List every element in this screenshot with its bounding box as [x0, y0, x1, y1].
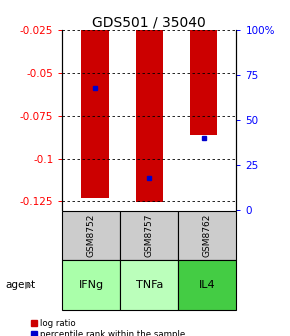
- Bar: [62, 260, 120, 310]
- Bar: [178, 211, 236, 260]
- Bar: [136, 30, 163, 202]
- Text: ▶: ▶: [25, 280, 32, 290]
- Text: GSM8752: GSM8752: [87, 214, 96, 257]
- Text: GSM8757: GSM8757: [145, 214, 154, 257]
- Text: IL4: IL4: [199, 280, 216, 290]
- Text: GSM8762: GSM8762: [203, 214, 212, 257]
- Legend: log ratio, percentile rank within the sample: log ratio, percentile rank within the sa…: [28, 315, 188, 336]
- Bar: [120, 260, 178, 310]
- Bar: [62, 211, 120, 260]
- Text: agent: agent: [6, 280, 36, 290]
- Text: TNFa: TNFa: [136, 280, 163, 290]
- Bar: [178, 260, 236, 310]
- Title: GDS501 / 35040: GDS501 / 35040: [93, 15, 206, 29]
- Text: IFNg: IFNg: [79, 280, 104, 290]
- Bar: [81, 30, 108, 198]
- Bar: [120, 211, 178, 260]
- Bar: [190, 30, 217, 135]
